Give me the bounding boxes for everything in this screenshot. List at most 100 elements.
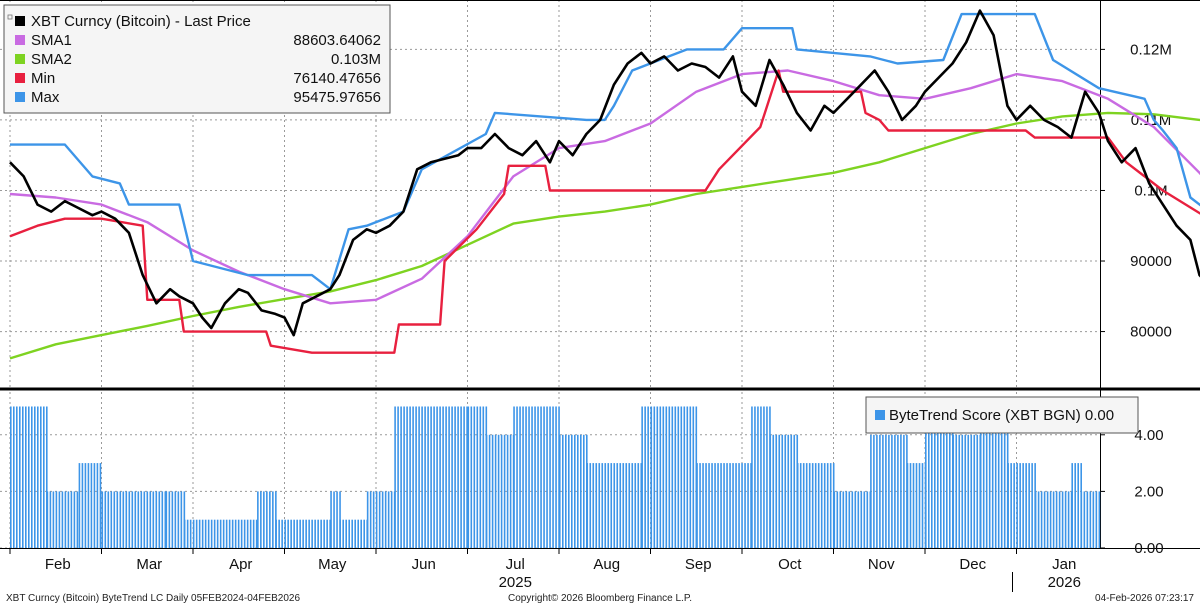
bytetrend-bar <box>409 406 411 548</box>
bytetrend-bar <box>781 434 784 548</box>
bytetrend-bar <box>22 406 24 548</box>
bytetrend-bar <box>631 463 634 548</box>
bytetrend-bar <box>589 463 592 548</box>
bytetrend-bar <box>351 519 353 548</box>
bytetrend-bar <box>1083 491 1086 548</box>
bytetrend-bar <box>375 491 378 548</box>
bytetrend-bar <box>272 491 274 548</box>
bytetrend-bar <box>237 519 240 548</box>
bytetrend-bar <box>415 406 417 548</box>
bytetrend-bar <box>260 491 262 548</box>
legend-value: 0.103M <box>331 51 381 68</box>
bytetrend-bar <box>164 491 167 548</box>
bytetrend-bar <box>28 406 30 548</box>
bytetrend-bar <box>266 491 268 548</box>
bytetrend-bar <box>610 463 613 548</box>
series-line-xbt-curncy-bitcoin-last-price <box>9 9 1200 337</box>
bytetrend-bar <box>323 519 325 548</box>
x-tick-label: Jul <box>506 556 525 573</box>
bytetrend-bar <box>451 406 453 548</box>
bytetrend-bar <box>839 491 842 548</box>
bytetrend-bar <box>708 463 710 548</box>
bytetrend-bar <box>122 491 125 548</box>
bytetrend-bar <box>329 519 331 548</box>
legend-swatch <box>875 410 885 420</box>
bytetrend-bar <box>665 406 668 548</box>
bytetrend-bar <box>357 519 359 548</box>
bytetrend-bar <box>457 406 459 548</box>
bytetrend-bar <box>503 434 506 548</box>
bytetrend-bar <box>168 491 171 548</box>
x-tick-label: Aug <box>593 556 620 573</box>
bytetrend-bar <box>293 519 295 548</box>
bytetrend-bar <box>568 434 570 548</box>
bytetrend-bar <box>171 491 174 548</box>
x-tick-label: Jun <box>412 556 436 573</box>
bytetrend-bar <box>979 406 982 548</box>
bytetrend-bar <box>659 406 662 548</box>
bytetrend-bar <box>744 463 746 548</box>
bytetrend-bar <box>216 519 219 548</box>
bytetrend-bar <box>433 406 435 548</box>
bytetrend-bar <box>559 434 561 548</box>
bytetrend-bar <box>613 463 616 548</box>
bytetrend-bar <box>387 491 390 548</box>
bytetrend-bar <box>943 406 945 548</box>
bytetrend-bar <box>528 406 530 548</box>
bytetrend-bar <box>219 519 222 548</box>
bytetrend-bar <box>201 519 204 548</box>
bytetrend-bar <box>311 519 313 548</box>
bytetrend-bar <box>580 434 582 548</box>
legend-swatch <box>15 92 25 102</box>
bytetrend-bar <box>330 491 332 548</box>
bytetrend-bar <box>290 519 292 548</box>
bytetrend-bar <box>1064 491 1067 548</box>
bytetrend-bar <box>87 463 90 548</box>
bytetrend-bar <box>78 463 81 548</box>
bytetrend-bar <box>240 519 243 548</box>
legend-label: Min <box>31 70 55 87</box>
bytetrend-bar <box>1022 463 1024 548</box>
bytetrend-bar <box>1028 463 1030 548</box>
bytetrend-bar <box>769 434 772 548</box>
bytetrend-bar <box>607 463 610 548</box>
bytetrend-bar <box>67 491 70 548</box>
bytetrend-bar <box>647 406 649 548</box>
bytetrend-bar <box>1080 491 1083 548</box>
bytetrend-bar <box>418 406 420 548</box>
legend-label: SMA2 <box>31 51 72 68</box>
bytetrend-bar <box>354 519 356 548</box>
bytetrend-bar <box>46 491 49 548</box>
bytetrend-bar <box>317 519 319 548</box>
bytetrend-bar <box>562 434 564 548</box>
bytetrend-bar <box>592 463 595 548</box>
bytetrend-bar <box>93 463 96 548</box>
bytetrend-bar <box>897 434 899 548</box>
bytetrend-bar <box>802 463 805 548</box>
bytetrend-bar <box>689 406 692 548</box>
bytetrend-bar <box>732 463 734 548</box>
bytetrend-bar <box>811 463 814 548</box>
bytetrend-bar <box>55 491 58 548</box>
bytetrend-bar <box>186 519 189 548</box>
bytetrend-bar <box>180 491 183 548</box>
bytetrend-bar <box>81 463 84 548</box>
bytetrend-bar <box>772 434 775 548</box>
y-tick-label-main: 80000 <box>1130 324 1172 341</box>
bytetrend-bar <box>574 434 576 548</box>
legend-value: 76140.47656 <box>293 70 381 87</box>
bytetrend-bar <box>394 406 396 548</box>
bytetrend-bar <box>1019 463 1021 548</box>
bytetrend-bar <box>634 463 637 548</box>
bytetrend-bar <box>165 491 168 548</box>
bytetrend-bar <box>513 406 515 548</box>
bytetrend-bar <box>96 463 99 548</box>
bytetrend-bar <box>436 406 438 548</box>
bytetrend-bar <box>49 491 52 548</box>
bytetrend-bar <box>851 491 854 548</box>
bytetrend-bar <box>500 434 503 548</box>
bytetrend-bar <box>991 406 994 548</box>
bytetrend-bar <box>928 406 930 548</box>
bytetrend-bar <box>445 406 447 548</box>
bytetrend-bar <box>400 406 402 548</box>
